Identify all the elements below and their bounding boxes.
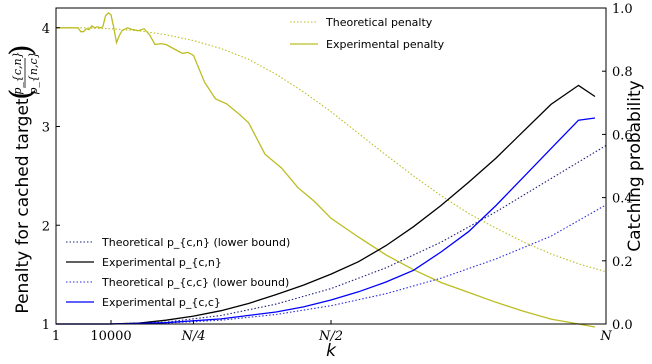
x-tick-label: N/2	[318, 329, 343, 344]
series-line-3	[56, 84, 596, 325]
right-tick-label: 0.8	[612, 65, 633, 80]
x-tick-label: 10000	[90, 329, 131, 344]
left-tick-label: 1	[42, 318, 50, 333]
x-tick-label: N	[599, 329, 612, 344]
fraction-paren-left: (	[4, 88, 39, 100]
right-tick-label: 1.0	[612, 2, 633, 17]
series-line-5	[56, 117, 596, 325]
right-tick-label: 0.4	[612, 192, 633, 207]
legend-label: Experimental p_{c,c}	[102, 296, 221, 309]
legend-label: Theoretical penalty	[325, 16, 433, 29]
right-axis-title: Catching probability	[625, 80, 645, 251]
left-tick-label: 4	[42, 22, 50, 37]
left-axis-title: Penalty for cached target(p_{c,n} p_{n,c}…	[4, 44, 40, 313]
legend-layer: Theoretical penalty Experimental penalty T…	[66, 16, 445, 309]
right-tick-label: 0.2	[612, 255, 633, 270]
series-line-1	[56, 12, 596, 328]
fraction-numerator: p_{c,n}	[11, 51, 24, 94]
fraction-paren-right: )	[4, 44, 39, 56]
x-tick-label: N/4	[180, 329, 205, 344]
left-tick-label: 3	[42, 121, 50, 136]
right-tick-label: 0.6	[612, 128, 633, 143]
legend-label: Experimental penalty	[326, 38, 445, 51]
x-tick-label: 1	[52, 329, 60, 344]
right-axis-title-text: Catching probability	[625, 80, 645, 251]
legend-label: Theoretical p_{c,c} (lower bound)	[101, 276, 289, 289]
legend-label: Experimental p_{c,n}	[102, 256, 222, 269]
left-tick-label: 2	[42, 219, 50, 234]
x-axis-title: k	[326, 341, 337, 361]
labels-layer: k Penalty for cached target(p_{c,n} p_{n,c…	[4, 44, 645, 361]
left-axis-title-text: Penalty for cached target	[13, 98, 33, 313]
ticks-layer: 1 10000 N/4 N/2 N 1 2 3 4 0.0 0.2 0.4 0.6 0.8 1.0	[42, 2, 633, 344]
right-tick-label: 0.0	[612, 318, 633, 333]
fraction-denominator: p_{n,c}	[27, 51, 40, 94]
plot-layer	[56, 12, 607, 328]
legend-label: Theoretical p_{c,n} (lower bound)	[101, 236, 290, 249]
